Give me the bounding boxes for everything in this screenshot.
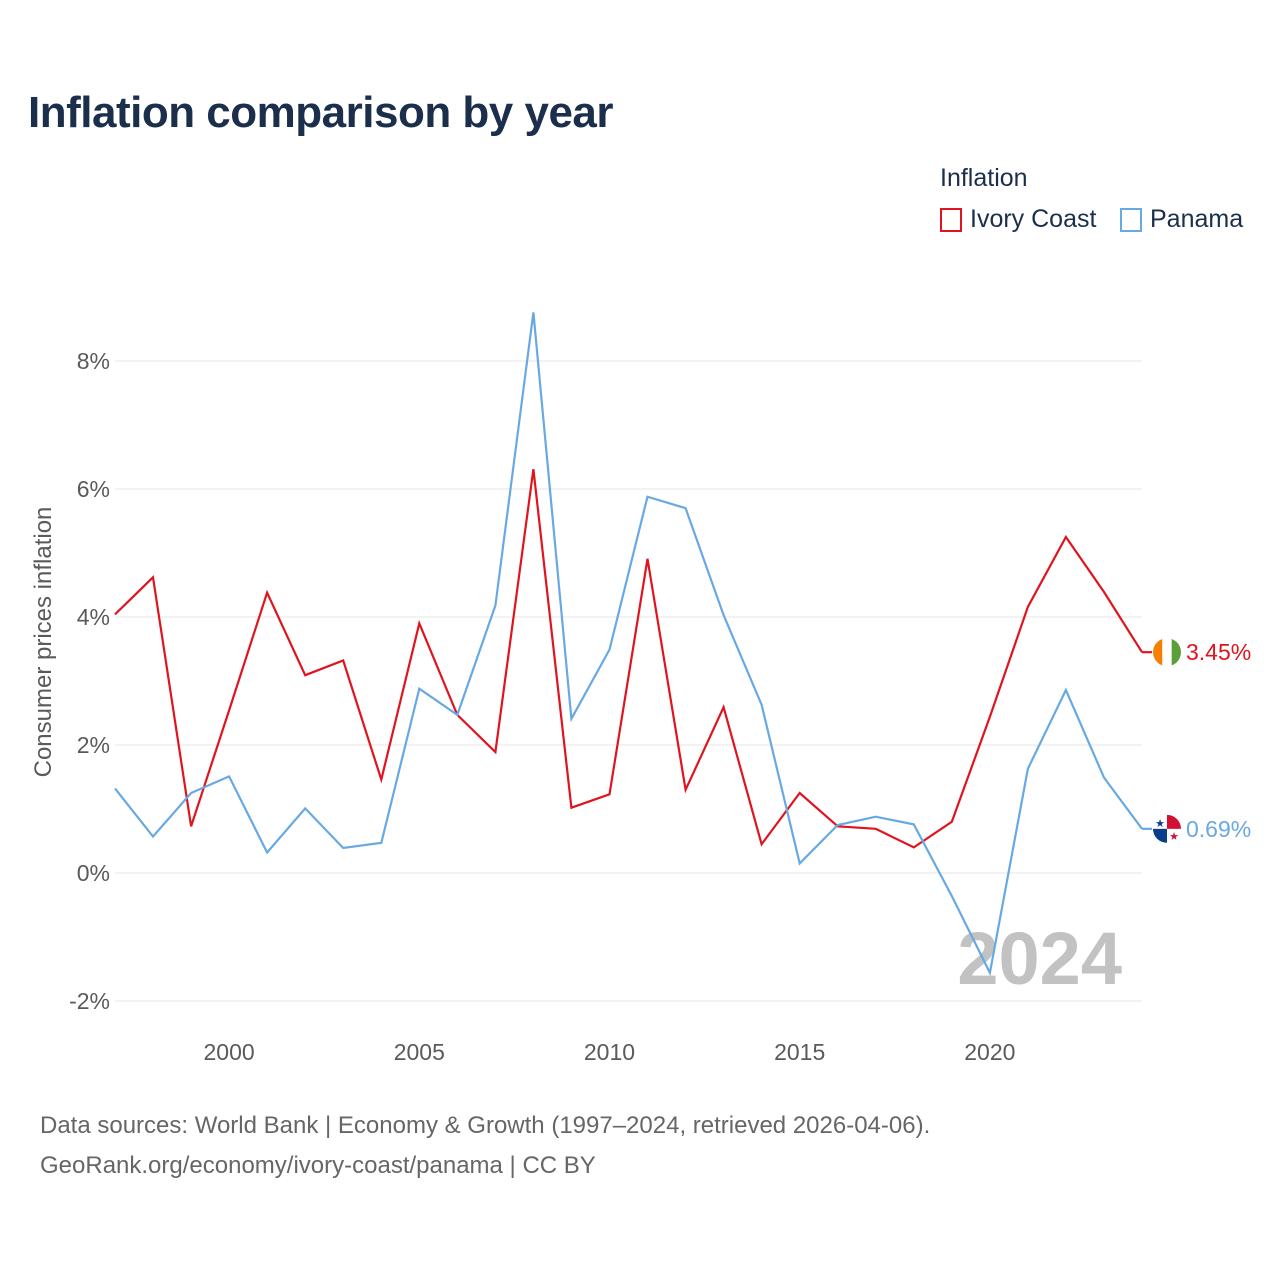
legend-label-panama: Panama <box>1150 205 1244 233</box>
svg-text:★: ★ <box>1169 831 1179 843</box>
x-axis-ticks: 2000 2005 2010 2015 2020 <box>204 1039 1016 1065</box>
panama-flag-icon: ★★ <box>1153 814 1181 843</box>
series-line-ivory-coast[interactable] <box>114 469 1143 849</box>
x-tick-label: 2015 <box>774 1039 825 1065</box>
y-axis-ticks: -2% 0% 2% 4% 6% 8% <box>69 348 110 1014</box>
legend-label-ivory-coast: Ivory Coast <box>970 205 1097 233</box>
x-tick-label: 2000 <box>204 1039 255 1065</box>
end-value-label-ivory-coast: 3.45% <box>1186 639 1251 665</box>
y-tick-label: -2% <box>69 988 110 1014</box>
footer-sources: Data sources: World Bank | Economy & Gro… <box>40 1112 931 1139</box>
legend-item-panama[interactable]: Panama <box>1120 205 1243 234</box>
ivory-coast-flag-icon <box>1153 638 1181 667</box>
series-lines <box>114 312 1143 977</box>
x-tick-label: 2020 <box>964 1039 1015 1065</box>
series-line-panama[interactable] <box>114 312 1143 977</box>
year-watermark: 2024 <box>957 917 1122 1000</box>
y-tick-label: 6% <box>77 476 110 502</box>
gridlines <box>115 360 1142 1002</box>
line-chart: -2% 0% 2% 4% 6% 8% 2000 2005 2010 2015 2020 Consu… <box>30 312 1251 1065</box>
legend-item-ivory-coast[interactable]: Ivory Coast <box>940 205 1096 234</box>
y-tick-label: 2% <box>77 732 110 758</box>
legend-title: Inflation <box>940 164 1028 192</box>
footer: Data sources: World Bank | Economy & Gro… <box>40 1106 930 1186</box>
y-axis-label: Consumer prices inflation <box>30 507 57 778</box>
end-value-label-panama: 0.69% <box>1186 816 1251 842</box>
legend-swatch-panama <box>1120 207 1142 232</box>
series-end-labels: 3.45%★★ 0.69% <box>1142 638 1251 843</box>
x-tick-label: 2005 <box>394 1039 445 1065</box>
legend-swatch-ivory-coast <box>940 207 962 232</box>
x-tick-label: 2010 <box>584 1039 635 1065</box>
y-tick-label: 0% <box>77 860 110 886</box>
svg-text:★: ★ <box>1155 818 1165 830</box>
y-tick-label: 8% <box>77 348 110 374</box>
y-tick-label: 4% <box>77 604 110 630</box>
chart-title: Inflation comparison by year <box>28 88 614 137</box>
footer-link[interactable]: GeoRank.org/economy/ivory-coast/panama |… <box>40 1152 596 1179</box>
